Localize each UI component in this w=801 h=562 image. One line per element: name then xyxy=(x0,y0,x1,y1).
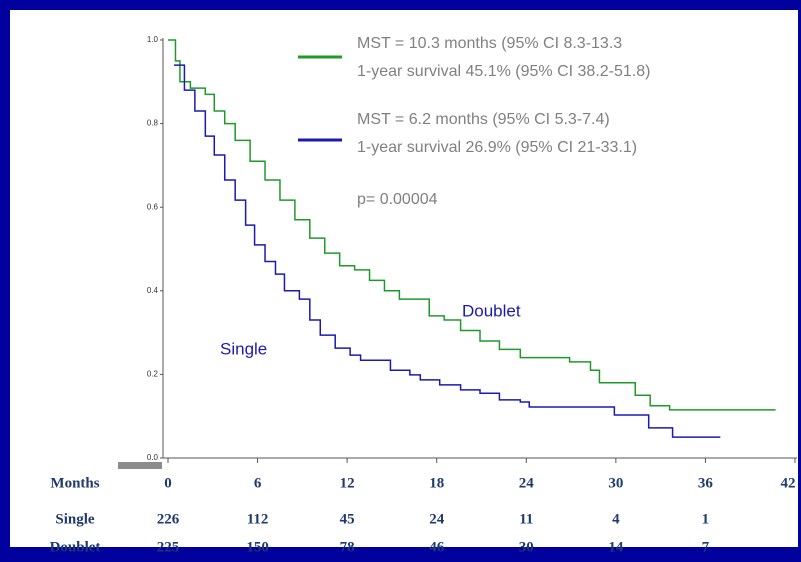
x-tick-label: 36 xyxy=(698,475,714,491)
risk-row-label: Single xyxy=(55,511,95,527)
x-tick-label: 24 xyxy=(519,475,535,491)
at-risk-count: 7 xyxy=(702,539,710,555)
y-tick-label: 0.2 xyxy=(147,370,159,379)
at-risk-count: 112 xyxy=(247,511,269,527)
y-tick-label: 0.4 xyxy=(147,286,159,295)
x-tick-label: 6 xyxy=(254,475,262,491)
at-risk-count: 30 xyxy=(519,539,534,555)
at-risk-count: 226 xyxy=(157,511,180,527)
at-risk-count: 4 xyxy=(612,511,620,527)
p-value: p= 0.00004 xyxy=(357,191,438,208)
at-risk-count: 11 xyxy=(519,511,533,527)
y-tick-label: 0.0 xyxy=(147,453,159,462)
x-tick-label: 18 xyxy=(429,475,444,491)
x-axis-label: Months xyxy=(50,475,99,491)
at-risk-count: 150 xyxy=(246,539,269,555)
curve-label: Single xyxy=(220,339,267,358)
y-tick-label: 1.0 xyxy=(147,35,159,44)
at-risk-count: 24 xyxy=(429,511,445,527)
at-risk-count: 45 xyxy=(340,511,355,527)
legend-text: 1-year survival 45.1% (95% CI 38.2-51.8) xyxy=(357,63,650,80)
legend-text: 1-year survival 26.9% (95% CI 21-33.1) xyxy=(357,139,637,156)
risk-row-label: Doublet xyxy=(50,539,101,555)
decor-bar xyxy=(118,462,162,469)
x-tick-label: 12 xyxy=(340,475,355,491)
x-tick-label: 30 xyxy=(608,475,623,491)
legend-text: MST = 6.2 months (95% CI 5.3-7.4) xyxy=(357,111,610,128)
y-tick-label: 0.6 xyxy=(147,202,159,211)
curve-label: Doublet xyxy=(462,301,521,320)
at-risk-count: 1 xyxy=(702,511,710,527)
x-tick-label: 0 xyxy=(164,475,172,491)
at-risk-count: 225 xyxy=(157,539,180,555)
at-risk-count: 14 xyxy=(608,539,624,555)
at-risk-count: 46 xyxy=(429,539,445,555)
x-tick-label: 42 xyxy=(781,475,796,491)
y-tick-label: 0.8 xyxy=(147,119,159,128)
legend-text: MST = 10.3 months (95% CI 8.3-13.3 xyxy=(357,35,622,52)
survival-curve xyxy=(168,39,776,411)
survival-curve xyxy=(173,64,721,438)
at-risk-count: 78 xyxy=(340,539,355,555)
